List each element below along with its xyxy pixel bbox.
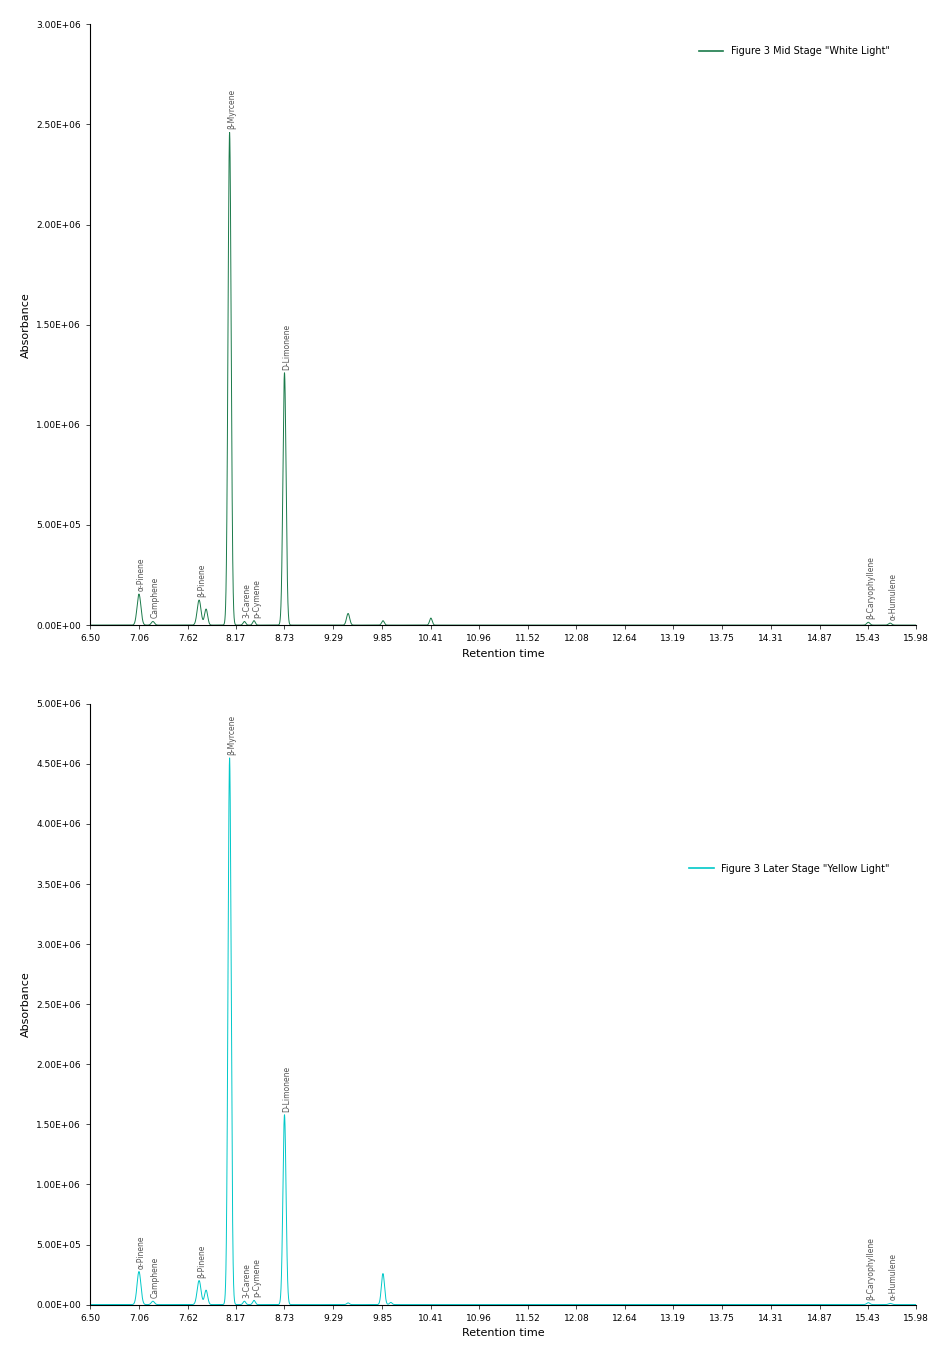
Y-axis label: Absorbance: Absorbance bbox=[21, 972, 30, 1037]
Text: β-Pinene: β-Pinene bbox=[198, 1245, 206, 1277]
Text: α-Pinene: α-Pinene bbox=[137, 557, 146, 591]
Text: Camphene: Camphene bbox=[151, 1257, 160, 1298]
Text: β-Caryophyllene: β-Caryophyllene bbox=[866, 556, 875, 620]
Legend: Figure 3 Mid Stage "White Light": Figure 3 Mid Stage "White Light" bbox=[694, 41, 895, 61]
X-axis label: Retention time: Retention time bbox=[462, 648, 544, 659]
Text: α-Pinene: α-Pinene bbox=[137, 1235, 146, 1268]
Legend: Figure 3 Later Stage "Yellow Light": Figure 3 Later Stage "Yellow Light" bbox=[685, 859, 895, 879]
Text: 3-Carene: 3-Carene bbox=[242, 1264, 252, 1298]
Text: β-Myrcene: β-Myrcene bbox=[228, 715, 237, 754]
Text: D-Limonene: D-Limonene bbox=[282, 323, 292, 370]
Text: D-Limonene: D-Limonene bbox=[282, 1065, 292, 1112]
Text: p-Cymene: p-Cymene bbox=[252, 579, 261, 618]
Text: α-Humulene: α-Humulene bbox=[888, 573, 897, 620]
Y-axis label: Absorbance: Absorbance bbox=[21, 292, 30, 357]
Text: α-Humulene: α-Humulene bbox=[888, 1253, 897, 1301]
Text: p-Cymene: p-Cymene bbox=[252, 1258, 261, 1298]
Text: β-Caryophyllene: β-Caryophyllene bbox=[866, 1237, 875, 1299]
X-axis label: Retention time: Retention time bbox=[462, 1328, 544, 1339]
Text: 3-Carene: 3-Carene bbox=[242, 583, 252, 618]
Text: β-Myrcene: β-Myrcene bbox=[228, 90, 237, 129]
Text: β-Pinene: β-Pinene bbox=[198, 564, 206, 597]
Text: Camphene: Camphene bbox=[151, 578, 160, 618]
